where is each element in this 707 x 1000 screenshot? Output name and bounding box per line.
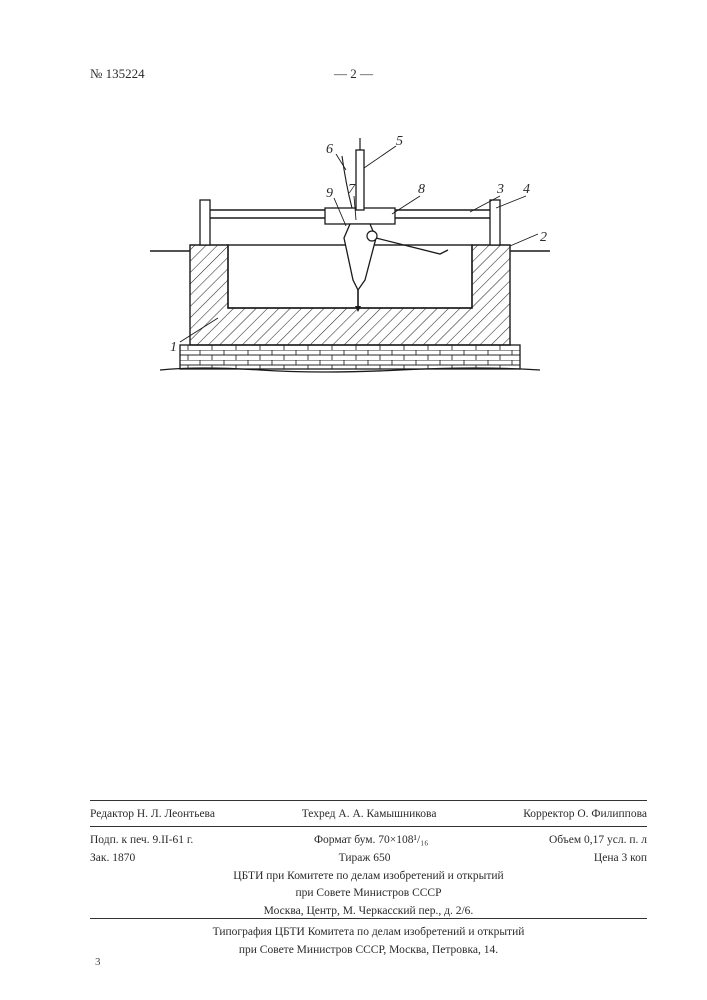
corner-mark: 3	[95, 956, 101, 968]
rule-mid	[90, 826, 647, 827]
callout-7: 7	[348, 182, 355, 198]
page: № 135224 — 2 —	[0, 0, 707, 1000]
figure-svg	[140, 130, 560, 390]
org-line1: ЦБТИ при Комитете по делам изобретений и…	[90, 868, 647, 886]
callout-2: 2	[540, 230, 547, 246]
sent-to-print: Подп. к печ. 9.II-61 г.	[90, 832, 193, 850]
order-no: Зак. 1870	[90, 850, 135, 868]
rule-top	[90, 800, 647, 801]
typo-line1: Типография ЦБТИ Комитета по делам изобре…	[90, 924, 647, 942]
rule-bottom	[90, 918, 647, 919]
format: Формат бум. 70×108¹/₁₆	[314, 832, 428, 850]
colophon: Редактор Н. Л. Леонтьева Техред А. А. Ка…	[90, 806, 647, 824]
technical-figure: 1 2 3 4 5 6 7 8 9	[140, 130, 560, 390]
callout-4: 4	[523, 182, 530, 198]
print-data: Подп. к печ. 9.II-61 г. Формат бум. 70×1…	[90, 832, 647, 921]
price: Цена 3 коп	[594, 850, 647, 868]
callout-3: 3	[497, 182, 504, 198]
callout-6: 6	[326, 142, 333, 158]
callout-8: 8	[418, 182, 425, 198]
org-line2: при Совете Министров СССР	[90, 885, 647, 903]
typography-footer: Типография ЦБТИ Комитета по делам изобре…	[90, 924, 647, 960]
circulation: Тираж 650	[339, 850, 391, 868]
callout-5: 5	[396, 134, 403, 150]
volume: Объем 0,17 усл. п. л	[549, 832, 647, 850]
page-marker: — 2 —	[0, 66, 707, 82]
callout-1: 1	[170, 340, 177, 356]
corrector: Корректор О. Филиппова	[523, 806, 647, 824]
typo-line2: при Совете Министров СССР, Москва, Петро…	[90, 942, 647, 960]
callout-9: 9	[326, 186, 333, 202]
editor: Редактор Н. Л. Леонтьева	[90, 806, 215, 824]
techred: Техред А. А. Камышникова	[302, 806, 437, 824]
